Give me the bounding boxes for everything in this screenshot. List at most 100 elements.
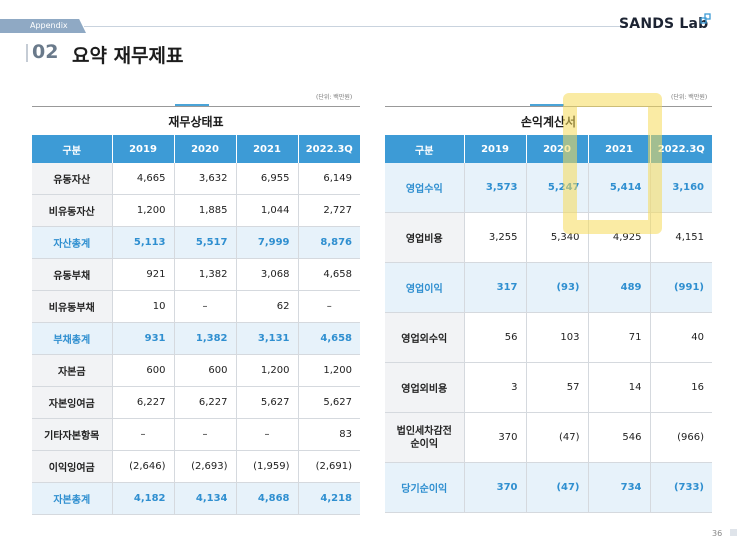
table-cell: 4,658 (298, 258, 360, 291)
table-cell: (47) (526, 462, 589, 513)
column-header-year: 2021 (236, 135, 299, 163)
table-header-row: 구분 2019 2020 2021 2022.3Q (32, 135, 360, 163)
table-row: 자산총계 5,113 5,517 7,999 8,876 (32, 226, 360, 259)
column-header-year: 2020 (174, 135, 237, 163)
yellow-highlighter-mark (563, 93, 662, 234)
title-accent-bar (26, 44, 28, 62)
table-row: 영업외수익 56 103 71 40 (385, 312, 712, 363)
balance-sheet-table: 구분 2019 2020 2021 2022.3Q 유동자산 4,665 3,632 6,95… (32, 135, 360, 515)
table-cell: 6,227 (112, 386, 175, 419)
table-cell: 5,113 (112, 226, 175, 259)
row-label: 영업외수익 (385, 312, 465, 363)
table-header-row: 구분 2019 2020 2021 2022.3Q (385, 135, 712, 163)
company-logo: SANDS Lab (619, 16, 709, 32)
table-row: 비유동부채 10–62– (32, 290, 360, 323)
table-cell: 4,658 (298, 322, 360, 355)
row-label: 유동부채 (32, 258, 113, 291)
table-row: 유동부채 921 1,382 3,068 4,658 (32, 258, 360, 291)
column-header-year: 2019 (112, 135, 175, 163)
page-corner-mark (730, 529, 737, 536)
table-cell: 370 (464, 412, 527, 463)
table-cell: 4,218 (298, 482, 360, 515)
logo-mark-icon (700, 13, 711, 24)
table-row: 이익잉여금 (2,646) (2,693) (1,959) (2,691) (32, 450, 360, 483)
table-cell: 4,665 (112, 163, 175, 195)
table-cell: 10 (112, 290, 175, 323)
table-cell: 5,247 (526, 163, 589, 213)
table-cell: 734 (588, 462, 651, 513)
table-row: 당기순이익 370 (47) 734 (733) (385, 462, 712, 513)
table-row: 기타자본항목 – – –83 (32, 418, 360, 451)
table-cell: 6,227 (174, 386, 237, 419)
table-row: 부채총계 931 1,382 3,131 4,658 (32, 322, 360, 355)
balance-sheet-title: 재무상태표 (168, 115, 224, 129)
table-cell: 6,955 (236, 163, 299, 195)
income-statement-table: 구분 2019 2020 2021 2022.3Q 영업수익 3,573 5,247 5,41… (385, 135, 712, 513)
row-label: 영업수익 (385, 163, 465, 213)
table-row: 자본금 600 600 1,200 1,200 (32, 354, 360, 387)
table-cell: 317 (464, 262, 527, 313)
table-cell: 600 (112, 354, 175, 387)
table-cell: 1,382 (174, 258, 237, 291)
column-header-category: 구분 (385, 135, 465, 163)
income-statement-title: 손익계산서 (520, 115, 577, 129)
column-header-year: 2022.3Q (298, 135, 360, 163)
balance-sheet-unit: (단위: 백만원) (316, 94, 353, 101)
table-cell: 40 (650, 312, 712, 363)
balance-sheet-accent (175, 104, 209, 107)
row-label: 유동자산 (32, 163, 113, 195)
table-cell: – (174, 290, 237, 323)
table-cell: 71 (588, 312, 651, 363)
table-cell: 3,632 (174, 163, 237, 195)
table-cell: 1,200 (298, 354, 360, 387)
row-label: 부채총계 (32, 322, 113, 355)
table-cell: (93) (526, 262, 589, 313)
income-statement-rule (385, 106, 712, 107)
table-row: 자본총계 4,182 4,134 4,868 4,218 (32, 482, 360, 515)
table-cell: 8,876 (298, 226, 360, 259)
table-cell: 5,627 (298, 386, 360, 419)
table-cell: – (298, 290, 360, 323)
income-statement-accent (530, 104, 564, 107)
row-label: 자산총계 (32, 226, 113, 259)
row-label: 비유동부채 (32, 290, 113, 323)
table-cell: 14 (588, 362, 651, 413)
table-cell: 1,044 (236, 194, 299, 227)
table-cell: 600 (174, 354, 237, 387)
table-cell: 4,868 (236, 482, 299, 515)
table-row: 영업수익 3,573 5,247 5,414 3,160 (385, 163, 712, 213)
table-cell: – (112, 418, 175, 451)
table-cell: (2,691) (298, 450, 360, 483)
income-statement-unit: (단위: 백만원) (671, 94, 708, 101)
table-cell: (733) (650, 462, 712, 513)
table-cell: (2,693) (174, 450, 237, 483)
table-cell: 56 (464, 312, 527, 363)
column-header-year: 2021 (588, 135, 651, 163)
table-row: 유동자산 4,665 3,632 6,955 6,149 (32, 163, 360, 195)
row-label: 영업비용 (385, 212, 465, 263)
table-cell: (1,959) (236, 450, 299, 483)
table-cell: 83 (298, 418, 360, 451)
table-cell: 489 (588, 262, 651, 313)
table-cell: 4,182 (112, 482, 175, 515)
table-cell: 921 (112, 258, 175, 291)
row-label: 자본잉여금 (32, 386, 113, 419)
table-row: 법인세차감전 순이익 370 (47) 546 (966) (385, 412, 712, 463)
table-row: 영업외비용 3 57 14 16 (385, 362, 712, 413)
section-number: 02 (32, 41, 59, 63)
table-cell: 370 (464, 462, 527, 513)
table-cell: 3,131 (236, 322, 299, 355)
header-divider (84, 26, 620, 27)
table-cell: – (236, 418, 299, 451)
table-cell: 6,149 (298, 163, 360, 195)
table-cell: 3,573 (464, 163, 527, 213)
table-cell: 2,727 (298, 194, 360, 227)
table-cell: 931 (112, 322, 175, 355)
table-cell: 546 (588, 412, 651, 463)
row-label: 기타자본항목 (32, 418, 113, 451)
table-cell: (47) (526, 412, 589, 463)
table-cell: 16 (650, 362, 712, 413)
row-label: 자본총계 (32, 482, 113, 515)
table-cell: 7,999 (236, 226, 299, 259)
table-cell: 3,068 (236, 258, 299, 291)
